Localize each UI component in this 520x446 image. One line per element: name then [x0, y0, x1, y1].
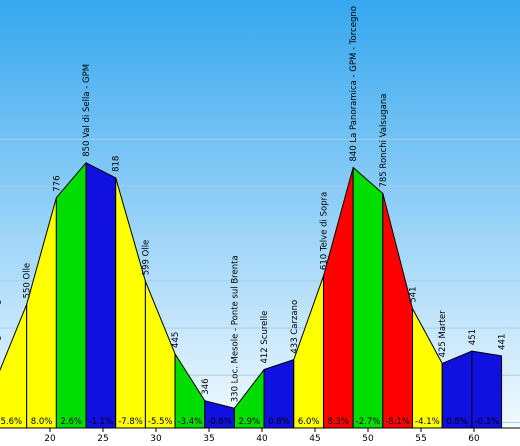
point-label: 599 Olle — [141, 240, 151, 276]
point-label: 610 Telve di Sopra — [319, 192, 329, 270]
x-tick-label: 20 — [44, 434, 56, 444]
point-label: 425 Marter — [438, 310, 448, 358]
grade-label: -3.4% — [178, 417, 203, 427]
point-label: 840 La Panoramica - GPM - Torcegno — [349, 6, 359, 161]
grade-labels: -0.4%5.6%8.0%2.6%-1.1%-7.8%-5.5%-3.4%-0.… — [0, 417, 499, 427]
point-label: 550 Olle — [23, 263, 33, 299]
point-label: 818 — [112, 156, 122, 172]
profile-segment — [85, 162, 117, 429]
point-label: 441 — [498, 334, 508, 350]
point-labels: 390 Borgo Valsugana 550 Olle 776 850 Val di… — [0, 6, 508, 402]
grade-label: 2.9% — [238, 417, 260, 427]
x-tick-label: 30 — [150, 434, 162, 444]
grade-label: -0.6% — [207, 417, 232, 427]
point-label: 776 — [52, 175, 62, 191]
point-label: 412 Scurelle — [260, 311, 270, 364]
grade-label: -1.1% — [89, 417, 114, 427]
point-label: 346 — [201, 378, 211, 394]
profile-segment — [352, 167, 384, 429]
grade-label: 5.6% — [1, 417, 23, 427]
point-label: 390 Borgo Valsugana — [0, 284, 2, 374]
x-tick-label: 40 — [256, 434, 268, 444]
grade-label: -0.3% — [474, 417, 499, 427]
point-label: 451 — [468, 329, 478, 345]
grade-label: -2.7% — [356, 417, 381, 427]
x-tick-label: 35 — [203, 434, 214, 444]
point-label: 330 Loc. Mesole - Ponte sul Brenta — [230, 255, 240, 402]
point-label: 541 — [409, 286, 419, 302]
grade-label: 2.6% — [60, 417, 82, 427]
grade-label: -5.5% — [148, 417, 173, 427]
profile-segments — [0, 162, 503, 429]
x-tick-label: 45 — [309, 434, 320, 444]
grade-label: -4.1% — [415, 417, 440, 427]
grade-label: -8.1% — [385, 417, 410, 427]
x-axis: 20 25 30 35 40 45 50 55 60 — [0, 427, 520, 444]
grade-label: -7.8% — [118, 417, 143, 427]
grade-label: 8.3% — [328, 417, 350, 427]
grade-label: 6.0% — [298, 417, 320, 427]
point-label: 433 Carzano — [290, 300, 300, 354]
profile-segment — [55, 162, 87, 429]
grade-label: 0.8% — [446, 417, 468, 427]
x-tick-label: 55 — [415, 434, 426, 444]
x-tick-label: 60 — [468, 434, 480, 444]
grade-label: 0.8% — [268, 417, 290, 427]
point-label: 785 Ronchi Valsugana — [379, 94, 389, 188]
point-label: 850 Val di Sella - GPM — [82, 64, 92, 157]
grade-label: 8.0% — [31, 417, 53, 427]
x-tick-label: 25 — [97, 434, 108, 444]
x-axis-band — [0, 428, 520, 446]
x-tick-label: 50 — [362, 434, 374, 444]
point-label: 445 — [171, 332, 181, 348]
